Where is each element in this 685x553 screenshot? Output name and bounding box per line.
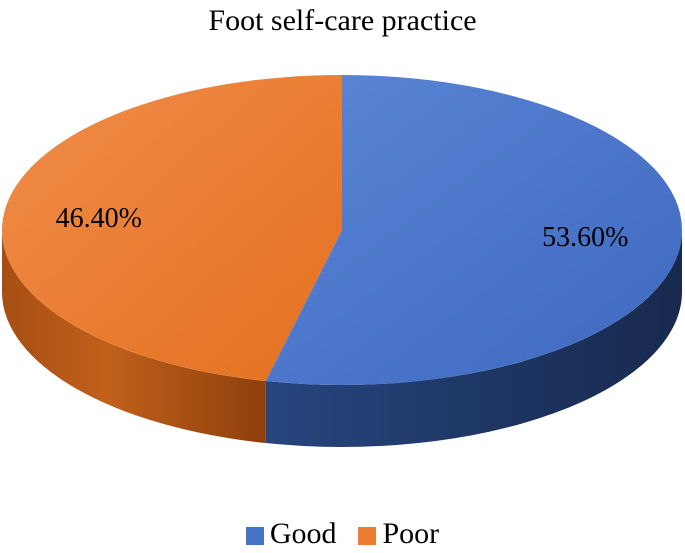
data-label-poor: 46.40%: [56, 203, 142, 234]
chart-title: Foot self-care practice: [208, 4, 477, 37]
legend-item-poor: Poor: [358, 517, 439, 551]
legend-swatch-poor: [358, 527, 377, 545]
pie-slice-good: [265, 75, 682, 385]
legend-swatch-good: [245, 527, 264, 545]
legend-label-good: Good: [269, 517, 337, 550]
pie-side-good: [265, 230, 682, 448]
pie-chart: 53.60% 46.40%: [1, 75, 682, 448]
pie-slice-poor: [1, 75, 342, 382]
legend-item-good: Good: [245, 517, 337, 551]
chart-legend: Good Poor: [0, 517, 685, 551]
data-label-good: 53.60%: [542, 222, 628, 253]
legend-label-poor: Poor: [382, 517, 440, 550]
pie-side-poor: [2, 230, 266, 444]
